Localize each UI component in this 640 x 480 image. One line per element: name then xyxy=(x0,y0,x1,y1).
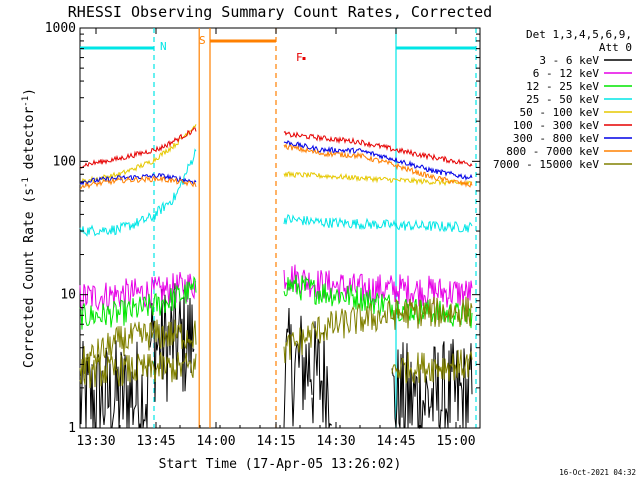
legend-label: 12 - 25 keV xyxy=(526,80,599,93)
y-axis-label-part2: detector xyxy=(22,107,37,178)
y-axis-label-sup1: -1 xyxy=(21,177,31,188)
legend-label: 7000 - 15000 keV xyxy=(493,158,599,171)
ticks-layer: 13:30 13:45 14:00 14:15 14:30 14:45 15:00 1 10 10… xyxy=(45,21,481,449)
legend-label: 3 - 6 keV xyxy=(539,54,599,67)
flare-marker xyxy=(302,57,306,60)
series-line xyxy=(79,275,197,330)
legend-label: 100 - 300 keV xyxy=(513,119,599,132)
series-8 xyxy=(79,296,473,389)
series-line xyxy=(79,352,197,389)
series-line xyxy=(283,171,473,187)
series-line xyxy=(283,142,473,188)
annotation-layer xyxy=(80,28,477,428)
series-line xyxy=(283,140,473,181)
series-6 xyxy=(79,140,473,186)
series-line xyxy=(79,127,197,169)
legend-header-attenuator: Att 0 xyxy=(599,41,632,54)
night-label: N xyxy=(160,40,167,53)
y-tick-label: 1000 xyxy=(45,21,76,36)
legend-label: 300 - 800 keV xyxy=(513,132,599,145)
legend-label: 50 - 100 keV xyxy=(520,106,600,119)
x-axis-label: Start Time (17-Apr-05 13:26:02) xyxy=(159,457,402,472)
series-3 xyxy=(79,148,473,237)
y-tick-label: 100 xyxy=(53,154,76,169)
series-line xyxy=(79,175,197,190)
x-tick-label: 14:30 xyxy=(316,434,355,449)
series-line xyxy=(311,321,333,429)
x-tick-label: 14:00 xyxy=(196,434,235,449)
legend-header-detectors: Det 1,3,4,5,6,9, xyxy=(526,28,632,41)
plot-area: 13:30 13:45 14:00 14:15 14:30 14:45 15:00 1 10 10… xyxy=(45,21,481,449)
series-line xyxy=(79,340,149,429)
saa-label: S xyxy=(199,34,206,47)
y-axis-label-part3: ) xyxy=(22,88,37,96)
legend-label: 800 - 7000 keV xyxy=(506,145,599,158)
y-axis-label-part1: Corrected Count Rate (s xyxy=(22,188,37,368)
series-line xyxy=(283,214,473,233)
series-line xyxy=(79,272,197,312)
series-1 xyxy=(79,264,473,312)
y-axis-label: Corrected Count Rate (s-1 detector-1) xyxy=(21,88,37,368)
series-line xyxy=(79,173,197,186)
x-tick-label: 13:30 xyxy=(76,434,115,449)
x-tick-label: 15:00 xyxy=(436,434,475,449)
series-line xyxy=(283,264,473,308)
y-tick-label: 1 xyxy=(68,421,76,436)
series-line xyxy=(283,130,473,167)
series-7 xyxy=(79,142,473,190)
series-line xyxy=(79,148,197,237)
footer-timestamp: 16-Oct-2021 04:32 xyxy=(559,468,636,477)
flare-label: F xyxy=(296,51,303,64)
series-layer xyxy=(79,124,473,430)
x-tick-label: 13:45 xyxy=(136,434,175,449)
chart-title: RHESSI Observing Summary Count Rates, Co… xyxy=(68,3,492,21)
series-line xyxy=(391,349,473,385)
series-0 xyxy=(79,283,473,430)
legend-label: 6 - 12 keV xyxy=(533,67,600,80)
x-tick-label: 14:15 xyxy=(256,434,295,449)
series-line xyxy=(391,339,473,430)
series-line xyxy=(283,296,473,364)
x-tick-label: 14:45 xyxy=(376,434,415,449)
series-5 xyxy=(79,127,473,169)
y-tick-label: 10 xyxy=(60,288,76,303)
legend-label: 25 - 50 keV xyxy=(526,93,599,106)
y-axis-label-sup2: -1 xyxy=(21,96,31,107)
